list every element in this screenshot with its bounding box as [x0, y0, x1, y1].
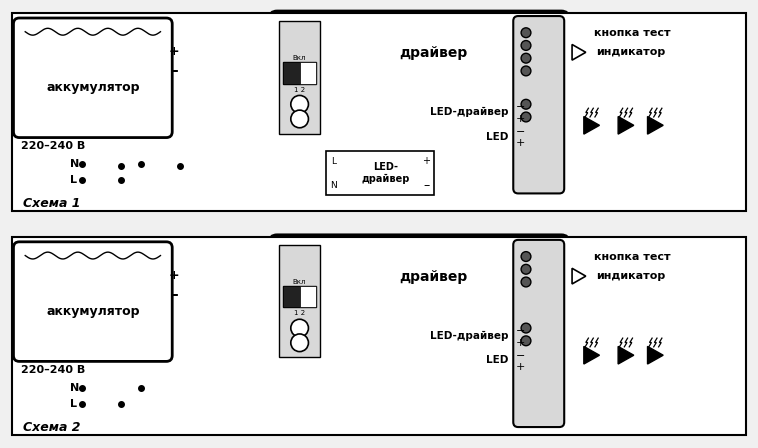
Bar [283, 286, 299, 307]
Text: 220–240 В: 220–240 В [21, 142, 86, 151]
Circle shape [291, 319, 309, 337]
Circle shape [291, 110, 309, 128]
Circle shape [521, 264, 531, 274]
Text: 1 2: 1 2 [294, 310, 305, 316]
Text: L: L [70, 175, 77, 185]
Circle shape [521, 323, 531, 333]
Text: +: + [516, 338, 525, 348]
Polygon shape [618, 346, 634, 364]
Bar [572, 32, 574, 34]
Circle shape [521, 336, 531, 346]
Text: –: – [171, 287, 178, 302]
Polygon shape [647, 116, 663, 134]
Text: Вкл: Вкл [293, 279, 306, 285]
Text: +: + [516, 362, 525, 372]
FancyBboxPatch shape [14, 18, 172, 138]
Text: 220–240 В: 220–240 В [21, 365, 86, 375]
Polygon shape [572, 268, 586, 284]
Text: –: – [171, 64, 178, 78]
Bar [283, 286, 316, 307]
Text: драйвер: драйвер [399, 270, 468, 284]
Text: индикатор: индикатор [597, 47, 666, 57]
Bar [279, 21, 320, 134]
Polygon shape [572, 44, 586, 60]
Text: аккумулятор: аккумулятор [46, 305, 139, 318]
Circle shape [521, 112, 531, 122]
Bar [326, 151, 434, 195]
Polygon shape [584, 116, 600, 134]
Text: LED-
драйвер: LED- драйвер [361, 163, 409, 184]
FancyBboxPatch shape [269, 11, 569, 198]
Text: кнопка тест: кнопка тест [594, 28, 670, 38]
Text: 1 2: 1 2 [294, 86, 305, 93]
Circle shape [291, 95, 309, 113]
FancyBboxPatch shape [513, 240, 564, 427]
Bar [279, 245, 320, 358]
Text: аккумулятор: аккумулятор [46, 81, 139, 94]
FancyBboxPatch shape [513, 16, 564, 194]
Text: –: – [423, 179, 429, 192]
Text: LED: LED [486, 132, 509, 142]
Text: LED: LED [486, 355, 509, 366]
Text: +: + [169, 269, 180, 282]
Text: кнопка тест: кнопка тест [594, 251, 670, 262]
Bar [299, 286, 316, 307]
Polygon shape [584, 346, 600, 364]
Text: L: L [70, 399, 77, 409]
Text: N: N [70, 383, 80, 393]
Text: L: L [331, 157, 337, 166]
Circle shape [521, 53, 531, 63]
Circle shape [521, 99, 531, 109]
Circle shape [521, 66, 531, 76]
Text: Схема 1: Схема 1 [23, 197, 81, 210]
Text: драйвер: драйвер [399, 46, 468, 60]
Text: N: N [330, 181, 337, 190]
Text: Вкл: Вкл [293, 55, 306, 61]
Circle shape [521, 277, 531, 287]
Text: LED-драйвер: LED-драйвер [430, 331, 509, 341]
Polygon shape [618, 116, 634, 134]
Text: −: − [516, 350, 525, 361]
Text: +: + [516, 114, 525, 124]
Text: +: + [516, 138, 525, 148]
Polygon shape [647, 346, 663, 364]
Circle shape [521, 28, 531, 38]
Circle shape [521, 252, 531, 262]
FancyBboxPatch shape [269, 235, 569, 432]
FancyBboxPatch shape [14, 242, 172, 362]
Text: LED-драйвер: LED-драйвер [430, 107, 509, 117]
Text: индикатор: индикатор [597, 271, 666, 281]
Text: −: − [516, 326, 525, 336]
Bar [283, 62, 316, 84]
Text: −: − [516, 127, 525, 137]
Text: +: + [422, 156, 430, 166]
Bar [299, 62, 316, 84]
Circle shape [291, 334, 309, 352]
Bar [572, 255, 574, 258]
Circle shape [521, 41, 531, 50]
Text: N: N [70, 159, 80, 169]
Text: Схема 2: Схема 2 [23, 421, 81, 434]
Text: +: + [169, 45, 180, 58]
Text: −: − [516, 102, 525, 112]
Bar [283, 62, 299, 84]
